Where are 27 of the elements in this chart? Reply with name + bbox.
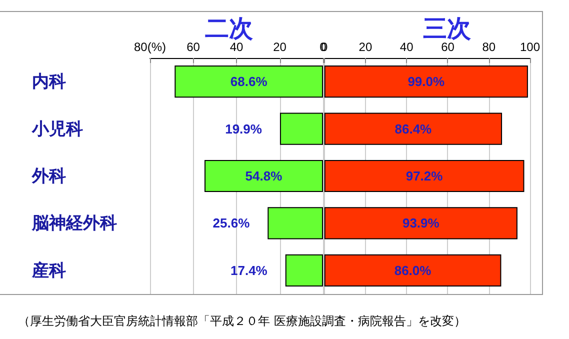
data-label: 99.0% bbox=[408, 74, 446, 90]
chart-title: 二次 bbox=[205, 16, 254, 42]
x-tick-label: 100 bbox=[520, 40, 540, 54]
data-label: 86.4% bbox=[394, 121, 432, 136]
data-label: 97.2% bbox=[406, 168, 444, 184]
y-tick-label: 産科 bbox=[31, 260, 66, 280]
y-tick-label: 脳神経外科 bbox=[31, 214, 117, 233]
x-tick-label: 60 bbox=[186, 40, 200, 54]
y-tick-label: 外科 bbox=[31, 166, 66, 186]
x-tick-label: 40 bbox=[230, 40, 244, 54]
x-tick-label: 40 bbox=[400, 40, 414, 54]
data-label: 86.0% bbox=[394, 262, 432, 278]
chart-title: 三次 bbox=[423, 16, 472, 42]
data-label: 19.9% bbox=[225, 121, 262, 136]
data-label: 25.6% bbox=[212, 216, 250, 231]
data-label: 17.4% bbox=[230, 262, 268, 278]
data-label: 93.9% bbox=[402, 216, 440, 231]
x-tick-label: 80(%) bbox=[134, 40, 166, 54]
text: （厚生労働省大臣官房統計情報部「平成２０年 医療施設調査・病院報告」を改変） bbox=[18, 313, 466, 330]
x-tick-label: 60 bbox=[441, 40, 455, 54]
data-label: 68.6% bbox=[230, 74, 268, 90]
y-tick-label: 小児科 bbox=[31, 119, 83, 138]
x-tick-label: 80 bbox=[482, 40, 496, 54]
x-tick-label: 20 bbox=[273, 40, 287, 54]
y-tick-label: 内科 bbox=[32, 72, 66, 92]
data-label: 54.8% bbox=[245, 168, 283, 184]
x-tick-label: 20 bbox=[358, 40, 372, 54]
